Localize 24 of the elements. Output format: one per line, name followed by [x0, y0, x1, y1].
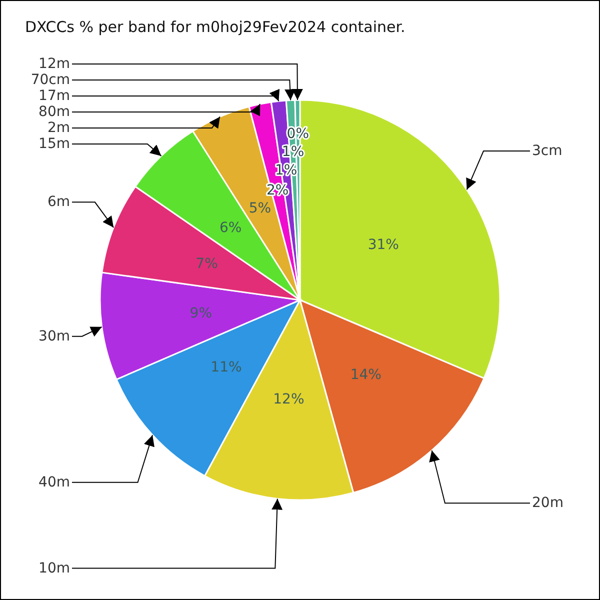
- data-label: 9%: [190, 305, 212, 322]
- data-label: 12%: [273, 391, 304, 408]
- data-label: 0%: [286, 126, 310, 142]
- slice-label: 17m: [38, 88, 70, 104]
- chart-title: DXCCs % per band for m0hoj29Fev2024 container.: [25, 18, 406, 36]
- slice-label: 2m: [47, 120, 70, 136]
- data-label: 31%: [368, 236, 399, 253]
- data-label: 5%: [248, 200, 272, 216]
- slice-label: 10m: [38, 560, 70, 576]
- slice-label: 40m: [38, 474, 70, 490]
- slice-label: 6m: [47, 194, 70, 210]
- data-label: 1%: [282, 144, 304, 160]
- data-label: 6%: [220, 220, 242, 236]
- slice-label: 3cm: [532, 143, 562, 160]
- slice-label: 12m: [38, 56, 70, 72]
- data-label: 1%: [275, 162, 298, 179]
- data-label: 11%: [210, 360, 242, 376]
- slice-label: 15m: [38, 136, 70, 152]
- data-label: 7%: [196, 256, 218, 272]
- slice-label: 20m: [532, 495, 564, 512]
- data-label: 14%: [350, 367, 382, 384]
- slice-label: 70cm: [30, 72, 70, 88]
- slice-label: 30m: [38, 328, 70, 344]
- slice-label: 80m: [38, 104, 70, 120]
